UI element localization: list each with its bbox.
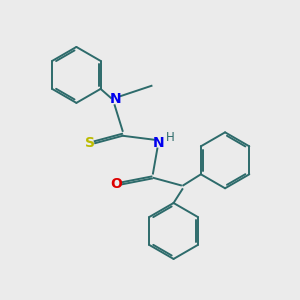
Text: O: O (110, 177, 122, 191)
Text: N: N (153, 136, 165, 150)
Text: N: N (110, 92, 121, 106)
Text: H: H (166, 131, 174, 144)
Text: S: S (85, 136, 94, 150)
